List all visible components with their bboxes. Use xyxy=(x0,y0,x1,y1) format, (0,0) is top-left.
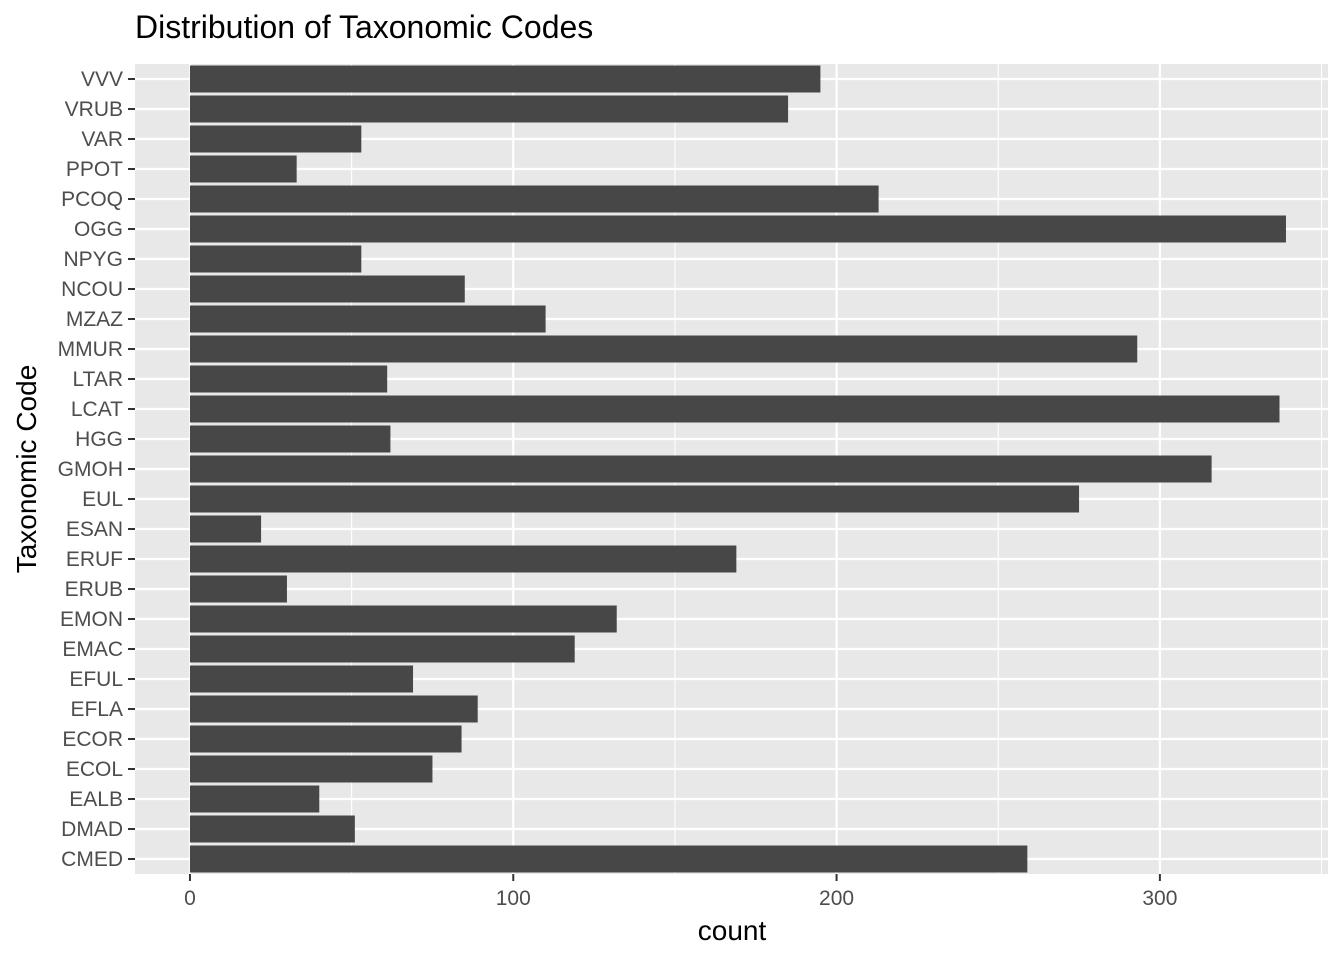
y-tick-label: EMAC xyxy=(62,638,123,661)
bar-ogg xyxy=(189,215,1286,243)
y-tick-label: EALB xyxy=(69,788,123,811)
bar-ncou xyxy=(189,275,465,303)
x-tick-label: 300 xyxy=(1142,887,1177,910)
bar-eruf xyxy=(189,545,737,573)
y-tick-label: VRUB xyxy=(65,98,123,121)
bar-esan xyxy=(189,515,262,543)
bar-efla xyxy=(189,695,478,723)
y-tick-label: PPOT xyxy=(66,158,123,181)
y-tick-label: LTAR xyxy=(72,368,123,391)
x-tick-label: 200 xyxy=(819,887,854,910)
chart-title: Distribution of Taxonomic Codes xyxy=(135,9,593,45)
y-tick-label: EFUL xyxy=(69,668,123,691)
bar-dmad xyxy=(189,815,355,843)
x-axis: 0 100 200 300 xyxy=(184,874,1177,910)
bar-erub xyxy=(189,575,287,603)
bar-hgg xyxy=(189,425,391,453)
bars xyxy=(189,65,1286,873)
y-tick-label: HGG xyxy=(75,428,123,451)
bar-mzaz xyxy=(189,305,546,333)
y-tick-label: LCAT xyxy=(71,398,123,421)
y-tick-label: MMUR xyxy=(58,338,123,361)
bar-ealb xyxy=(189,785,320,813)
bar-lcat xyxy=(189,395,1280,423)
y-tick-label: MZAZ xyxy=(66,308,123,331)
y-tick-label: VAR xyxy=(81,128,123,151)
x-tick-label: 100 xyxy=(496,887,531,910)
y-tick-label: VVV xyxy=(81,68,123,91)
y-tick-label: GMOH xyxy=(58,458,123,481)
bar-pcoq xyxy=(189,185,879,213)
y-tick-label: EUL xyxy=(82,488,123,511)
bar-emac xyxy=(189,635,575,663)
bar-npyg xyxy=(189,245,362,273)
bar-vrub xyxy=(189,95,789,123)
y-tick-label: ECOL xyxy=(66,758,123,781)
bar-emon xyxy=(189,605,617,633)
bar-cmed xyxy=(189,845,1028,873)
bar-ppot xyxy=(189,155,297,183)
y-tick-label: NCOU xyxy=(61,278,123,301)
x-tick-label: 0 xyxy=(184,887,196,910)
bar-ecol xyxy=(189,755,433,783)
bar-eful xyxy=(189,665,414,693)
y-tick-label: ERUF xyxy=(66,548,123,571)
y-tick-label: NPYG xyxy=(63,248,123,271)
bar-vvv xyxy=(189,65,821,93)
y-tick-label: ECOR xyxy=(62,728,123,751)
y-tick-label: OGG xyxy=(74,218,123,241)
bar-ecor xyxy=(189,725,462,753)
y-axis-title: Taxonomic Code xyxy=(11,365,42,574)
y-tick-label: ERUB xyxy=(65,578,123,601)
bar-gmoh xyxy=(189,455,1212,483)
y-tick-label: ESAN xyxy=(66,518,123,541)
y-tick-label: DMAD xyxy=(61,818,123,841)
y-tick-label: PCOQ xyxy=(61,188,123,211)
bar-var xyxy=(189,125,362,153)
bar-eul xyxy=(189,485,1080,513)
y-axis: CMED DMAD EALB ECOL ECOR EFLA EFUL EMAC EMON ERUB… xyxy=(58,68,135,871)
x-axis-title: count xyxy=(698,915,767,946)
y-tick-label: CMED xyxy=(61,848,123,871)
y-tick-label: EMON xyxy=(60,608,123,631)
bar-mmur xyxy=(189,335,1138,363)
bar-ltar xyxy=(189,365,388,393)
y-tick-label: EFLA xyxy=(70,698,123,721)
